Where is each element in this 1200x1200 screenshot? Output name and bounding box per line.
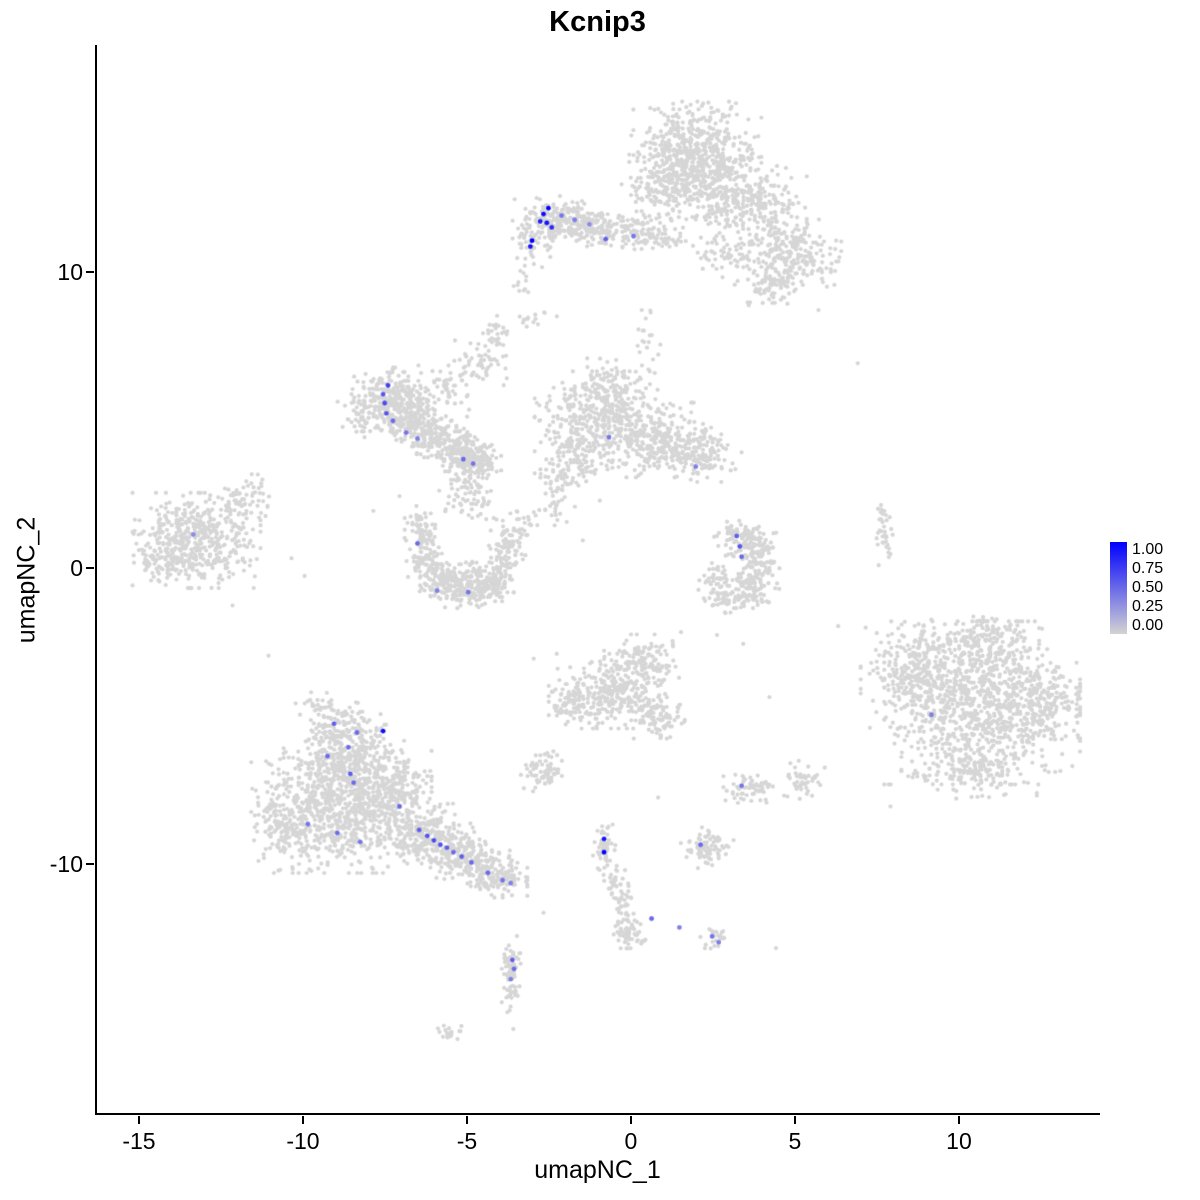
- x-axis-label: umapNC_1: [534, 1156, 661, 1184]
- y-axis-label: umapNC_2: [12, 516, 41, 644]
- plot-canvas: [97, 45, 1100, 1113]
- x-tick-label: 0: [624, 1128, 638, 1154]
- x-tick-label: 10: [946, 1128, 972, 1154]
- y-tick-mark: [86, 863, 94, 865]
- x-tick-label: -10: [286, 1128, 320, 1154]
- plot-title: Kcnip3: [549, 6, 646, 38]
- legend-labels: 1.00 0.75 0.50 0.25 0.00: [1132, 542, 1163, 634]
- legend-label: 1.00: [1132, 541, 1164, 558]
- legend: 1.00 0.75 0.50 0.25 0.00: [1110, 542, 1163, 634]
- x-tick-mark: [629, 1116, 632, 1124]
- legend-label: 0.00: [1132, 617, 1164, 634]
- legend-label: 0.50: [1132, 579, 1164, 596]
- legend-gradient-bar: [1110, 542, 1127, 634]
- x-tick-label: 5: [788, 1128, 802, 1154]
- legend-label: 0.75: [1132, 560, 1164, 577]
- plot-area: [95, 45, 1100, 1115]
- y-tick-mark: [86, 567, 94, 569]
- y-tick-mark: [86, 271, 94, 274]
- x-tick-mark: [137, 1116, 140, 1124]
- x-tick-mark: [793, 1116, 796, 1124]
- legend-label: 0.25: [1132, 598, 1164, 615]
- x-tick-label: -15: [122, 1128, 156, 1154]
- y-tick-label: 10: [57, 259, 83, 286]
- y-tick-label: 0: [70, 555, 83, 581]
- x-tick-label: -5: [456, 1128, 478, 1154]
- x-tick-mark: [301, 1116, 304, 1124]
- y-tick-label: -10: [49, 851, 83, 877]
- x-tick-mark: [465, 1116, 468, 1124]
- x-tick-mark: [957, 1116, 960, 1124]
